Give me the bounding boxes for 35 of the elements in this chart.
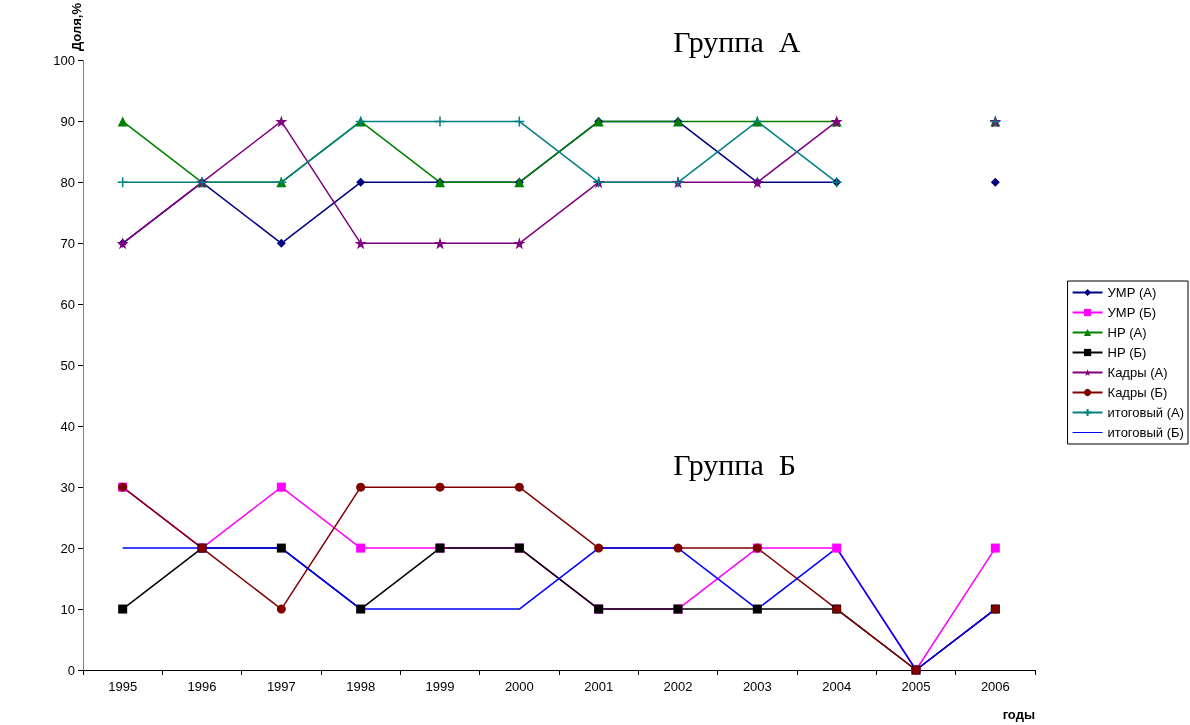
text: Группа А — [673, 24, 801, 58]
x-tick-label: 2006 — [980, 679, 1010, 694]
x-tick-label: 1998 — [346, 679, 376, 694]
legend-label: Кадры (А) — [1107, 365, 1168, 380]
x-axis-title: годы — [1002, 707, 1035, 722]
x-tick-label: 1995 — [108, 679, 138, 694]
y-tick-label: 80 — [60, 174, 75, 190]
legend-label: НР (А) — [1107, 325, 1147, 340]
legend-label: Кадры (Б) — [1107, 385, 1168, 400]
y-tick-label: 70 — [60, 235, 75, 251]
legend-label: УМР (Б) — [1107, 305, 1157, 320]
y-tick-label: 40 — [60, 418, 75, 434]
y-tick-label: 60 — [60, 296, 75, 312]
x-tick-label: 2004 — [822, 679, 852, 694]
x-tick-label: 2001 — [584, 679, 614, 694]
x-tick-label: 2000 — [504, 679, 534, 694]
x-tick-label: 2003 — [742, 679, 772, 694]
x-tick-label: 1997 — [266, 679, 296, 694]
y-tick-label: 90 — [60, 113, 75, 129]
y-tick-label: 10 — [60, 601, 75, 617]
y-axis-title: Доля,% — [69, 2, 84, 52]
y-tick-label: 100 — [53, 52, 75, 68]
legend-label: УМР (А) — [1107, 285, 1157, 300]
legend-label: итоговый (Б) — [1107, 425, 1184, 440]
x-tick-label: 1996 — [187, 679, 217, 694]
x-tick-label: 2005 — [901, 679, 931, 694]
y-tick-label: 50 — [60, 357, 75, 373]
legend-label: НР (Б) — [1107, 345, 1147, 360]
y-tick-label: 20 — [60, 540, 75, 556]
x-tick-label: 2002 — [663, 679, 693, 694]
x-tick-label: 1999 — [425, 679, 455, 694]
legend-label: итоговый (А) — [1107, 405, 1185, 420]
y-tick-label: 30 — [60, 479, 75, 495]
annotation: Группа Б — [673, 447, 796, 481]
y-tick-label: 0 — [67, 662, 75, 678]
